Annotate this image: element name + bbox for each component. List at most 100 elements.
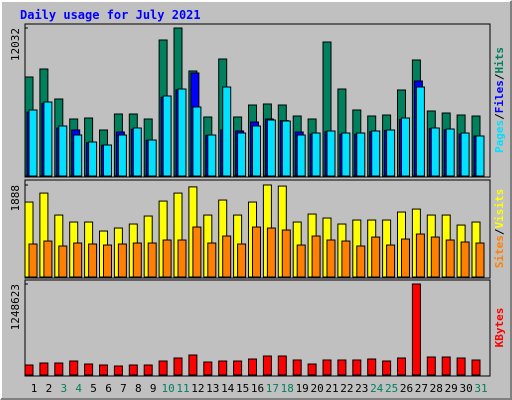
bar: [296, 134, 306, 177]
bar: [188, 354, 198, 376]
bar: [382, 360, 392, 376]
bar: [84, 363, 94, 376]
bar: [39, 362, 49, 376]
bar: [173, 357, 183, 376]
bar: [471, 359, 481, 376]
x-tick-label: 11: [176, 382, 189, 395]
bar: [73, 134, 83, 177]
x-tick-label: 27: [415, 382, 428, 395]
bar: [69, 360, 79, 376]
bar: [192, 226, 202, 278]
bar: [367, 358, 377, 376]
x-tick-label: 4: [75, 382, 82, 395]
x-tick-label: 28: [430, 382, 443, 395]
bar: [237, 132, 247, 177]
x-tick-label: 26: [400, 382, 413, 395]
x-tick-label: 2: [46, 382, 53, 395]
bar: [252, 125, 261, 177]
x-tick-label: 25: [385, 382, 398, 395]
bar: [266, 227, 276, 278]
bar: [401, 117, 410, 177]
x-tick-label: 21: [325, 382, 338, 395]
bar: [222, 86, 232, 177]
bar: [352, 359, 362, 376]
bar: [58, 245, 68, 278]
bar: [113, 365, 123, 376]
x-tick-label: 6: [105, 382, 112, 395]
x-tick-label: 9: [150, 382, 157, 395]
bar: [445, 128, 455, 177]
bar: [341, 240, 351, 278]
bar: [426, 356, 436, 376]
bar: [162, 95, 172, 177]
bar: [218, 360, 228, 376]
bar: [222, 235, 232, 278]
bar: [248, 358, 257, 376]
bar: [266, 119, 276, 177]
x-tick-label: 29: [445, 382, 458, 395]
bar: [311, 132, 321, 177]
bar: [415, 86, 425, 177]
legend-separator: /: [493, 228, 506, 235]
x-tick-label: 30: [459, 382, 472, 395]
legend-separator: /: [493, 73, 506, 80]
x-tick-label: 12: [191, 382, 204, 395]
bar: [88, 141, 98, 177]
bar: [58, 125, 68, 177]
bar: [326, 130, 336, 177]
bar: [143, 364, 153, 376]
y-tick-label: 1248623: [9, 284, 22, 330]
x-tick-label: 20: [310, 382, 323, 395]
bar: [207, 242, 217, 278]
x-tick-label: 10: [161, 382, 174, 395]
bar: [307, 363, 317, 376]
bar: [103, 144, 112, 177]
x-tick-label: 3: [60, 382, 67, 395]
bar: [326, 239, 336, 278]
bar: [147, 139, 157, 177]
x-tick-label: 19: [296, 382, 309, 395]
bar: [430, 127, 440, 177]
bar: [88, 243, 98, 278]
legend-separator: /: [493, 113, 506, 120]
x-tick-label: 17: [266, 382, 279, 395]
bar: [207, 134, 217, 177]
bar: [73, 242, 83, 278]
legend-entry: Files: [493, 80, 506, 113]
bar: [371, 130, 381, 177]
bar: [341, 132, 351, 177]
x-tick-label: 13: [206, 382, 219, 395]
bar: [237, 243, 247, 278]
x-tick-label: 8: [135, 382, 142, 395]
bar: [132, 127, 142, 177]
chart-title: Daily usage for July 2021: [20, 8, 201, 22]
bar: [117, 243, 127, 278]
bar: [411, 283, 421, 376]
bar: [322, 359, 332, 376]
bar: [397, 357, 406, 376]
bar: [460, 241, 470, 278]
x-tick-label: 14: [221, 382, 235, 395]
x-tick-label: 7: [120, 382, 127, 395]
bar: [281, 120, 291, 177]
bar: [386, 129, 396, 177]
x-tick-label: 23: [355, 382, 368, 395]
bar: [233, 360, 243, 376]
bar: [415, 233, 425, 278]
bar: [177, 239, 187, 278]
x-tick-label: 24: [370, 382, 384, 395]
bar: [430, 236, 440, 278]
bar: [277, 355, 287, 376]
bar: [296, 244, 306, 278]
bar: [28, 243, 38, 278]
bar: [441, 356, 451, 376]
bar: [386, 244, 396, 278]
bar: [356, 245, 366, 278]
legend-entry: Hits: [493, 47, 506, 74]
bar: [445, 239, 455, 278]
bar: [99, 364, 108, 376]
bar: [158, 360, 168, 376]
bar: [43, 101, 53, 177]
